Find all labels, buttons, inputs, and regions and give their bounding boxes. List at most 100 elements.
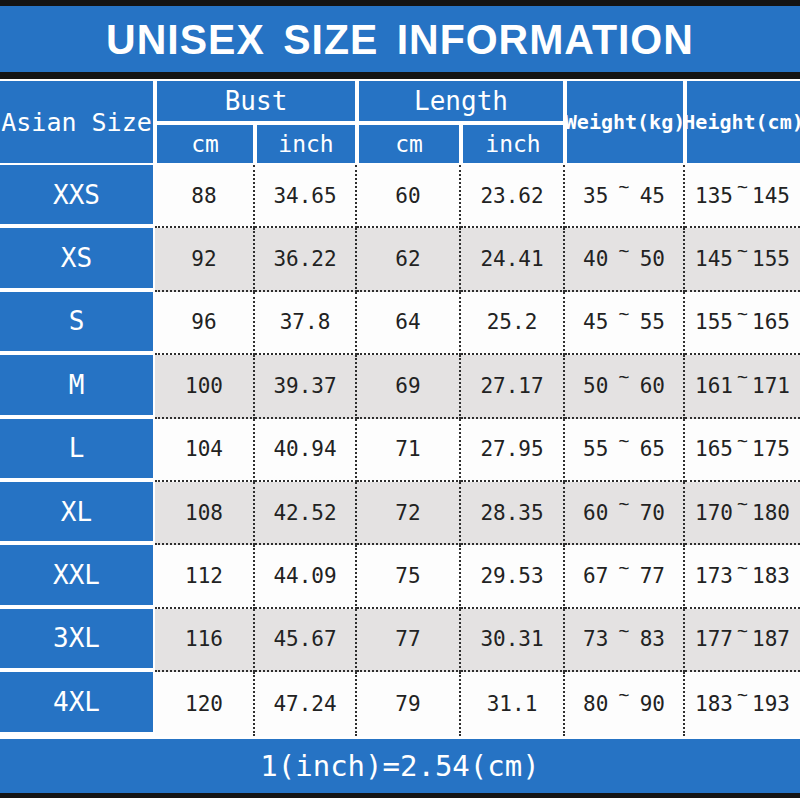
height-range-cell: 177~187	[685, 609, 800, 672]
height-range-cell: 173~183	[685, 545, 800, 608]
range-max: 45	[640, 184, 665, 208]
range-max: 70	[640, 501, 665, 525]
range-min: 173	[695, 564, 733, 588]
weight-range-cell: 40 ~50	[565, 228, 685, 291]
bust-inch-cell: 42.52	[255, 482, 357, 545]
weight-range-cell: 45~55	[565, 292, 685, 355]
range-max: 171	[752, 374, 790, 398]
bust-inch-cell: 34.65	[255, 165, 357, 228]
range-min: 145	[695, 247, 733, 271]
bust-inch-cell: 39.37	[255, 355, 357, 418]
range-min: 40	[583, 247, 608, 271]
range-max: 180	[752, 501, 790, 525]
range-max: 193	[752, 692, 790, 716]
header-length-cm: cm	[357, 123, 461, 165]
tilde-separator: ~	[737, 557, 748, 578]
header-asian-size: Asian Size	[0, 79, 155, 165]
header-bust-cm: cm	[155, 123, 255, 165]
bottom-border-bar	[0, 793, 800, 798]
range-max: 83	[640, 627, 665, 651]
conversion-note: 1(inch)=2.54(cm)	[260, 749, 539, 783]
tilde-separator: ~	[619, 684, 630, 705]
range-max: 55	[640, 310, 665, 334]
title-separator-bar	[0, 72, 800, 79]
size-cell: XXS	[0, 165, 155, 228]
bust-inch-cell: 36.22	[255, 228, 357, 291]
range-min: 55	[583, 437, 608, 461]
tilde-separator: ~	[619, 557, 630, 578]
bust-cm-cell: 96	[155, 292, 255, 355]
length-inch-cell: 27.17	[461, 355, 565, 418]
range-max: 187	[752, 627, 790, 651]
range-max: 50	[640, 247, 665, 271]
bust-inch-cell: 45.67	[255, 609, 357, 672]
header-bust-inch: inch	[255, 123, 357, 165]
range-max: 155	[752, 247, 790, 271]
tilde-separator: ~	[737, 176, 748, 197]
range-min: 80	[583, 692, 608, 716]
length-cm-cell: 77	[357, 609, 461, 672]
height-range-cell: 155~165	[685, 292, 800, 355]
size-cell: L	[0, 419, 155, 482]
tilde-separator: ~	[737, 240, 748, 261]
range-max: 183	[752, 564, 790, 588]
header-weight: Weight(kg)	[565, 79, 685, 165]
range-max: 165	[752, 310, 790, 334]
bust-cm-cell: 100	[155, 355, 255, 418]
weight-range-cell: 50~60	[565, 355, 685, 418]
tilde-separator: ~	[737, 620, 748, 641]
size-cell: XXL	[0, 545, 155, 608]
height-range-cell: 183~193	[685, 672, 800, 735]
size-cell: XL	[0, 482, 155, 545]
length-cm-cell: 60	[357, 165, 461, 228]
length-inch-cell: 25.2	[461, 292, 565, 355]
size-chart-page: UNISEX SIZE INFORMATION Asian Size Bust …	[0, 0, 800, 800]
range-min: 155	[695, 310, 733, 334]
range-max: 77	[640, 564, 665, 588]
tilde-separator: ~	[737, 430, 748, 451]
range-max: 65	[640, 437, 665, 461]
range-min: 177	[695, 627, 733, 651]
size-cell: S	[0, 292, 155, 355]
length-inch-cell: 31.1	[461, 672, 565, 735]
height-range-cell: 161~171	[685, 355, 800, 418]
tilde-separator: ~	[619, 240, 630, 261]
range-min: 73	[583, 627, 608, 651]
tilde-separator: ~	[619, 176, 630, 197]
title-band: UNISEX SIZE INFORMATION	[0, 6, 800, 72]
tilde-separator: ~	[737, 303, 748, 324]
length-cm-cell: 72	[357, 482, 461, 545]
range-min: 161	[695, 374, 733, 398]
range-max: 145	[752, 184, 790, 208]
size-cell: 4XL	[0, 672, 155, 735]
footer-band: 1(inch)=2.54(cm)	[0, 739, 800, 793]
bust-cm-cell: 104	[155, 419, 255, 482]
length-cm-cell: 75	[357, 545, 461, 608]
size-cell: 3XL	[0, 609, 155, 672]
length-inch-cell: 30.31	[461, 609, 565, 672]
page-title: UNISEX SIZE INFORMATION	[106, 15, 694, 64]
weight-range-cell: 60 ~70	[565, 482, 685, 545]
range-min: 35	[583, 184, 608, 208]
length-cm-cell: 79	[357, 672, 461, 735]
tilde-separator: ~	[737, 684, 748, 705]
tilde-separator: ~	[737, 366, 748, 387]
range-min: 165	[695, 437, 733, 461]
size-table: Asian Size Bust Length cm inch cm inch W…	[0, 79, 800, 736]
tilde-separator: ~	[619, 493, 630, 514]
bust-cm-cell: 108	[155, 482, 255, 545]
header-bust: Bust	[155, 79, 357, 123]
bust-inch-cell: 44.09	[255, 545, 357, 608]
length-cm-cell: 62	[357, 228, 461, 291]
height-range-cell: 145~155	[685, 228, 800, 291]
weight-range-cell: 73 ~83	[565, 609, 685, 672]
tilde-separator: ~	[737, 493, 748, 514]
bust-inch-cell: 40.94	[255, 419, 357, 482]
range-max: 90	[640, 692, 665, 716]
range-max: 60	[640, 374, 665, 398]
bust-cm-cell: 116	[155, 609, 255, 672]
bust-inch-cell: 37.8	[255, 292, 357, 355]
range-min: 60	[583, 501, 608, 525]
header-length: Length	[357, 79, 565, 123]
tilde-separator: ~	[619, 620, 630, 641]
